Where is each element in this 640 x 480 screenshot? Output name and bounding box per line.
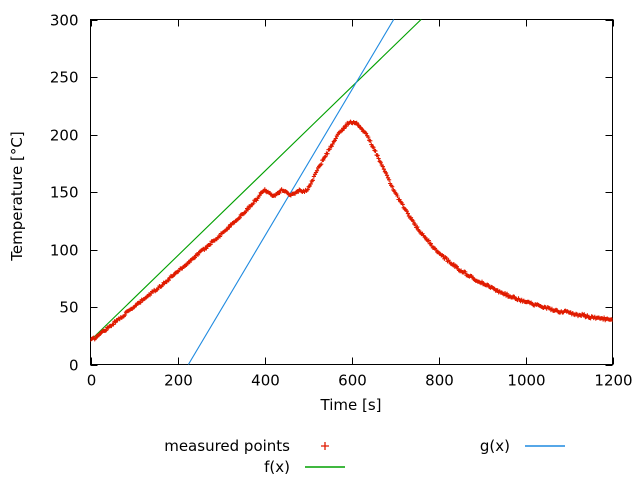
- x-axis: 0 200 400 600 800 1000 1200: [87, 19, 633, 390]
- y-tick-label: 300: [50, 12, 79, 30]
- x-tick-label: 800: [425, 372, 454, 390]
- legend-entry[interactable]: g(x): [480, 437, 565, 455]
- legend-entry[interactable]: measured points: [164, 437, 329, 455]
- y-tick-label: 200: [50, 127, 79, 145]
- y-tick-label: 150: [50, 184, 79, 202]
- legend-plus-marker-icon: [321, 442, 329, 450]
- y-tick-label: 50: [59, 299, 78, 317]
- legend-label: measured points: [164, 437, 290, 455]
- y-axis: 0 50 100 150 200 250 300: [50, 12, 613, 375]
- y-tick-label: 0: [69, 357, 79, 375]
- y-tick-label: 250: [50, 69, 79, 87]
- legend-label: f(x): [264, 458, 290, 476]
- y-axis-title: Temperature [°C]: [8, 131, 26, 261]
- series-points-measured: [90, 119, 613, 342]
- x-tick-label: 400: [251, 372, 280, 390]
- x-tick-label: 0: [87, 372, 97, 390]
- x-tick-label: 1000: [507, 372, 545, 390]
- series-line-fx: [90, 19, 422, 341]
- x-tick-label: 600: [338, 372, 367, 390]
- y-tick-label: 100: [50, 242, 79, 260]
- x-axis-title: Time [s]: [320, 396, 382, 414]
- x-tick-label: 200: [164, 372, 193, 390]
- legend-label: g(x): [480, 437, 510, 455]
- chart-legend: measured points f(x) g(x): [164, 437, 565, 476]
- x-tick-label: 1200: [594, 372, 632, 390]
- series-line-gx: [187, 19, 395, 365]
- plot-frame: [89, 18, 614, 366]
- legend-entry[interactable]: f(x): [264, 458, 345, 476]
- series-layer: [90, 19, 613, 365]
